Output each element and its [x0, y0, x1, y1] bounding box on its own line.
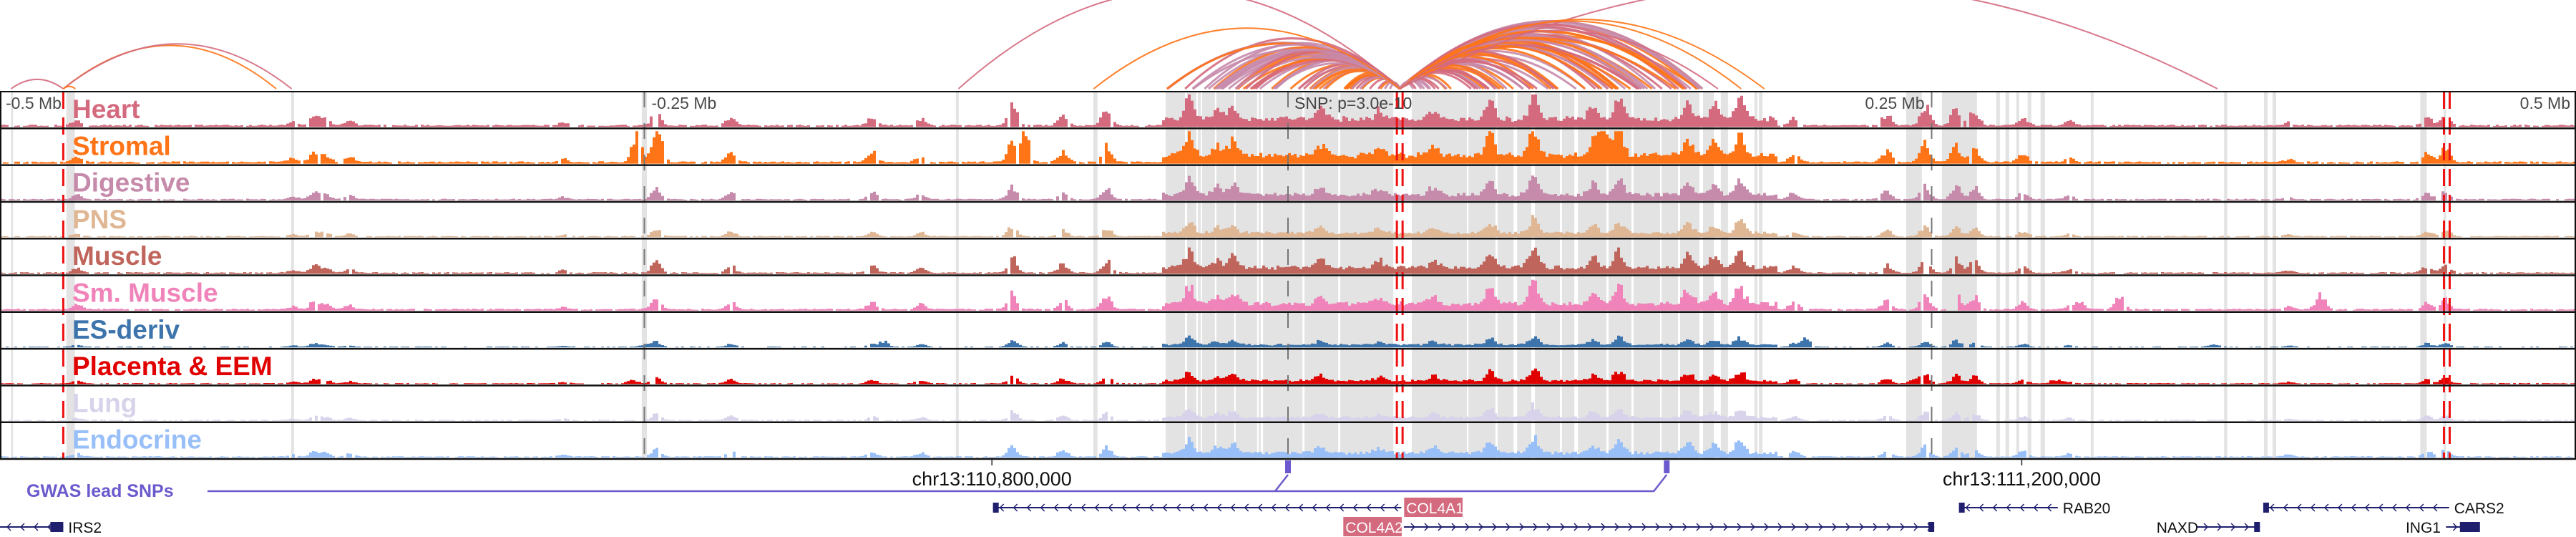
- signal-track-sm-muscle: [0, 279, 2576, 311]
- interaction-arc: [62, 43, 293, 90]
- gene-label: RAB20: [2063, 500, 2111, 517]
- exon: [2254, 522, 2260, 532]
- signal-track-stromal: [3, 131, 2576, 164]
- strand-arrows: [6, 523, 52, 531]
- coordinate-label: chr13:110,800,000: [912, 468, 1072, 490]
- exon: [2459, 522, 2473, 532]
- signal-track-heart: [0, 95, 2576, 127]
- gene-ing1: ING1: [2406, 520, 2480, 536]
- chromatin-interaction-arcs: [10, 0, 2218, 90]
- strand-arrows: [2203, 523, 2250, 531]
- gene-label: CARS2: [2454, 500, 2504, 517]
- signal-track-muscle: [0, 247, 2576, 274]
- exon: [1958, 503, 1965, 513]
- track-labels: Heart Stromal Digestive PNS Muscle Sm. Muscle…: [72, 95, 273, 455]
- track-label-muscle: Muscle: [72, 241, 162, 271]
- axis-tick-label: 0.25 Mb: [1865, 94, 1924, 112]
- strand-arrows: [999, 503, 1399, 512]
- interaction-arc: [1399, 20, 1742, 90]
- signal-bars: [0, 279, 2576, 311]
- track-label-heart: Heart: [72, 95, 140, 124]
- gwas-connector-line: [208, 474, 1668, 493]
- exon: [992, 503, 999, 513]
- interaction-arc: [1399, 23, 1688, 90]
- gene-col4a1: COL4A1: [992, 498, 1464, 517]
- track-label-lung: Lung: [72, 388, 137, 417]
- interaction-arc: [1235, 56, 1401, 90]
- track-label-digestive: Digestive: [72, 168, 190, 198]
- strand-arrows: [1410, 523, 1932, 531]
- track-label-pns: PNS: [72, 205, 127, 234]
- signal-bars: [0, 247, 2576, 274]
- track-label-endocrine: Endocrine: [72, 425, 202, 455]
- track-label-stromal: Stromal: [72, 131, 171, 160]
- interaction-arc: [1093, 27, 1400, 90]
- genomic-coordinates: chr13:110,800,000 chr13:111,200,000: [912, 459, 2101, 490]
- track-label-placenta-eem: Placenta & EEM: [72, 352, 273, 381]
- gene-rab20: RAB20: [1958, 500, 2111, 517]
- signal-track-endocrine: [0, 435, 2573, 458]
- signal-bars: [3, 131, 2576, 164]
- interaction-arc: [1399, 19, 1765, 90]
- axis-tick-label: 0.5 Mb: [2520, 94, 2570, 112]
- gene-naxd: NAXD: [2157, 520, 2260, 536]
- gene-label-highlight: [1343, 517, 1402, 536]
- interaction-arc: [1399, 0, 2218, 90]
- gene-irs2: IRS2: [0, 520, 102, 536]
- track-label-es-deriv: ES-deriv: [72, 315, 180, 344]
- gwas-track-label: GWAS lead SNPs: [26, 481, 174, 501]
- gene-label: IRS2: [68, 520, 102, 536]
- gene-label: COL4A1: [1406, 500, 1464, 517]
- gene-col4a2: COL4A2: [1343, 517, 1935, 536]
- strand-arrows: [1965, 503, 2052, 512]
- interaction-arc: [957, 0, 1400, 90]
- strand-arrows: [2269, 503, 2438, 512]
- gene-label-highlight: [1404, 498, 1463, 517]
- axis-tick-label: -0.25 Mb: [652, 94, 717, 112]
- axis-tick-label: -0.5 Mb: [6, 94, 62, 112]
- gene-cars2: CARS2: [2263, 500, 2504, 517]
- signal-bars: [0, 95, 2576, 127]
- snp-pvalue-label: SNP: p=3.0e-10: [1294, 94, 1412, 112]
- exon: [50, 522, 64, 532]
- interaction-arc: [10, 78, 64, 90]
- interaction-arc: [1399, 29, 1719, 90]
- gwas-snp-marker: [1664, 460, 1670, 473]
- gene-label: NAXD: [2157, 520, 2198, 536]
- gene-label: COL4A2: [1345, 520, 1403, 536]
- track-label-sm-muscle: Sm. Muscle: [72, 279, 218, 308]
- axis: SNP: p=3.0e-10 -0.5 Mb -0.25 Mb 0.25 Mb 0.5…: [6, 94, 2570, 112]
- exon: [2263, 503, 2269, 513]
- track-borders: [0, 91, 2576, 460]
- gene-label: ING1: [2406, 520, 2441, 536]
- exon: [1928, 522, 1935, 532]
- signal-bars: [0, 435, 2573, 458]
- gwas-snp-marker: [1285, 460, 1291, 473]
- coordinate-label: chr13:111,200,000: [1943, 468, 2101, 490]
- interaction-arc: [62, 85, 76, 90]
- gwas-track: GWAS lead SNPs: [26, 460, 1670, 501]
